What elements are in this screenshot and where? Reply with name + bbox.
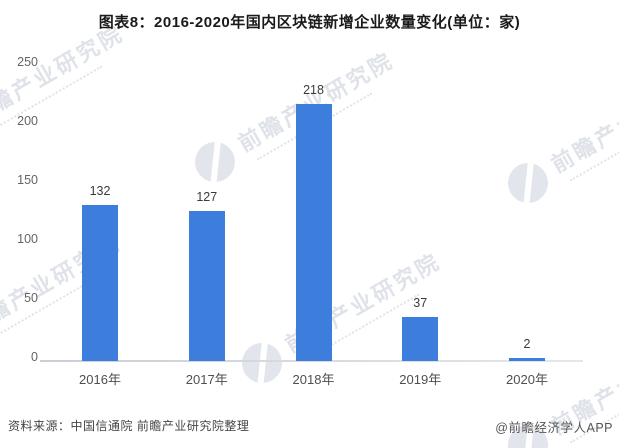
y-tick-label: 50 (24, 291, 38, 305)
bar-value-label: 132 (89, 184, 111, 198)
bar (402, 317, 439, 361)
source-note: 资料来源：中国信通院 前瞻产业研究院整理 (8, 419, 250, 433)
y-tick-label: 250 (17, 55, 38, 69)
x-tick-label: 2016年 (79, 372, 121, 387)
x-tick-label: 2019年 (399, 372, 442, 387)
x-tick-label: 2018年 (292, 372, 335, 387)
bar-value-label: 2 (523, 337, 531, 351)
bar (509, 358, 545, 361)
x-axis-line (40, 360, 583, 362)
y-tick-label: 200 (17, 114, 38, 128)
bar-value-label: 37 (413, 296, 428, 310)
y-tick-label: 100 (17, 232, 38, 246)
y-tick-label: 0 (31, 350, 38, 364)
watermark-credit: @前瞻经济学人APP (495, 421, 613, 435)
x-tick-label: 2020年 (506, 372, 548, 387)
bar (295, 104, 332, 361)
bar (188, 211, 225, 361)
bar-value-label: 218 (303, 83, 324, 97)
bar (82, 205, 118, 361)
x-tick-label: 2017年 (185, 372, 228, 387)
y-tick-label: 150 (17, 173, 38, 187)
chart-title: 图表8：2016-2020年国内区块链新增企业数量变化(单位：家) (98, 14, 521, 31)
bar-value-label: 127 (196, 190, 218, 204)
